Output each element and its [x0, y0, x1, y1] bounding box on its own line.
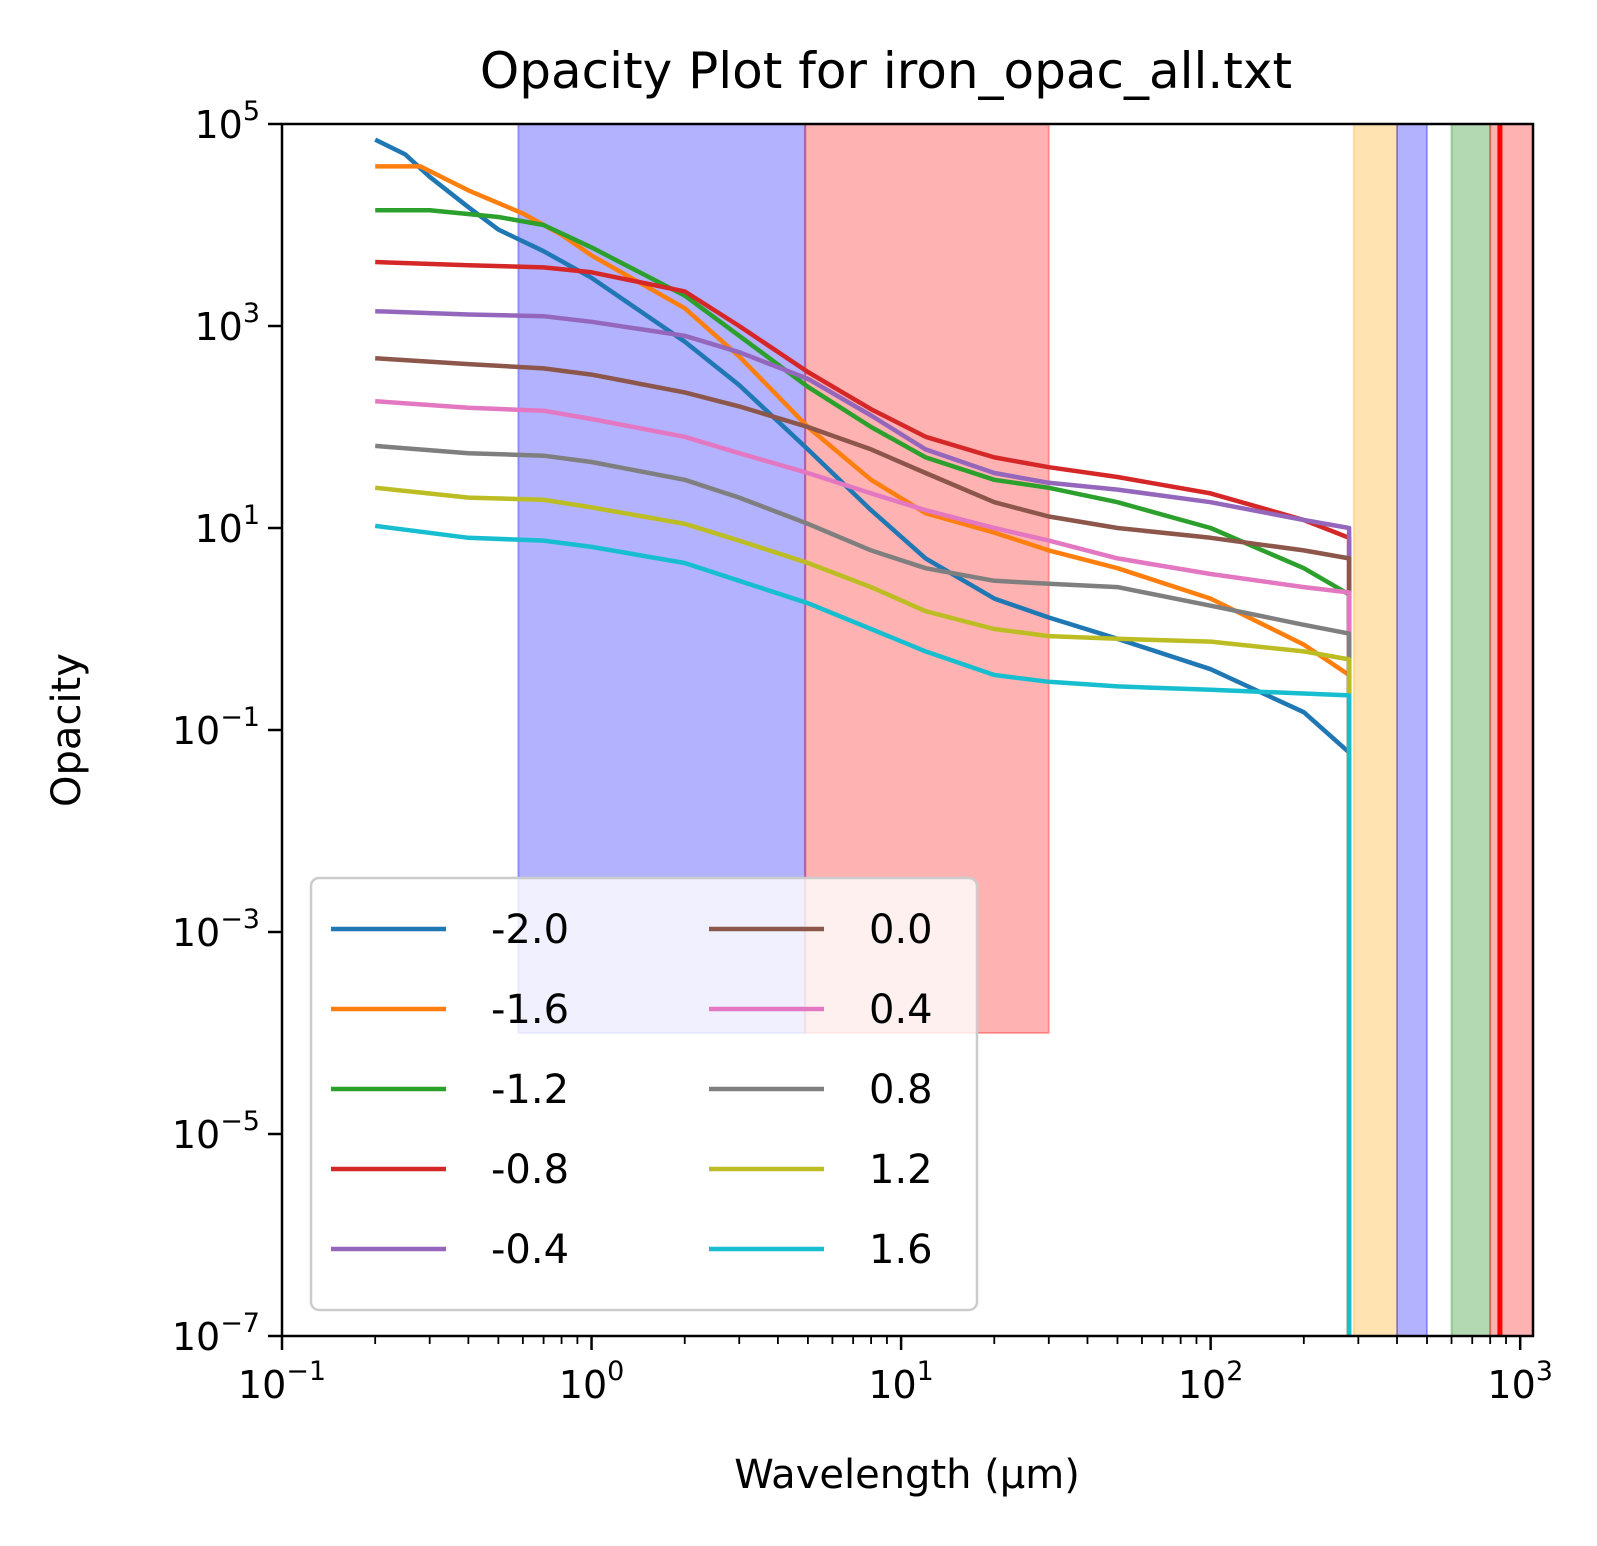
- shaded-band-4: [1396, 123, 1429, 1337]
- legend-label-6: 0.0: [869, 907, 933, 953]
- series-line-9: [374, 485, 1352, 1336]
- series-line-7: [375, 398, 1352, 1336]
- y-tick-label-7: 105: [194, 96, 260, 147]
- x-tick-label-1: 10−1: [238, 1356, 326, 1407]
- y-axis-ticks: 10−7 10−5 10−3 10−1 101 103 105: [172, 96, 282, 1359]
- x-tick-label-4: 102: [1178, 1356, 1244, 1407]
- series-lines: [374, 137, 1352, 1336]
- series-line-1: [374, 137, 1352, 1336]
- shaded-band-3: [1352, 123, 1399, 1337]
- x-tick-label-2: 100: [559, 1356, 625, 1407]
- legend-label-10: 1.6: [869, 1227, 933, 1273]
- y-axis-label: Opacity: [44, 653, 90, 807]
- legend-label-7: 0.4: [869, 987, 933, 1033]
- series-line-10: [374, 523, 1352, 1336]
- legend-label-3: -1.2: [491, 1067, 569, 1113]
- y-tick-label-5: 101: [194, 500, 260, 551]
- legend-label-9: 1.2: [869, 1147, 933, 1193]
- y-tick-label-4: 10−1: [172, 702, 260, 753]
- legend-label-8: 0.8: [869, 1067, 933, 1113]
- chart-title: Opacity Plot for iron_opac_all.txt: [480, 42, 1292, 100]
- x-tick-label-3: 101: [868, 1356, 934, 1407]
- series-line-2: [375, 164, 1352, 1336]
- shaded-band-6: [1489, 123, 1534, 1337]
- legend-label-2: -1.6: [491, 987, 569, 1033]
- legend: -2.0 -1.6 -1.2 -0.8 -0.4 0.0 0.4 0.8 1.2 1.6: [309, 876, 979, 1312]
- y-tick-label-6: 103: [194, 298, 260, 349]
- legend-label-5: -0.4: [491, 1227, 569, 1273]
- y-tick-label-3: 10−3: [172, 904, 260, 955]
- series-line-5: [375, 308, 1352, 1336]
- shaded-bands: [517, 123, 1534, 1337]
- series-line-8: [375, 443, 1352, 1336]
- y-tick-label-2: 10−5: [172, 1106, 260, 1157]
- x-tick-label-5: 103: [1487, 1356, 1553, 1407]
- legend-label-4: -0.8: [491, 1147, 569, 1193]
- shaded-band-5: [1450, 123, 1492, 1337]
- series-line-4: [375, 259, 1352, 1336]
- legend-box: [309, 876, 979, 1312]
- x-axis-ticks: 10−1 100 101 102 103: [238, 1336, 1553, 1407]
- series-line-6: [375, 355, 1352, 1336]
- y-tick-label-1: 10−7: [172, 1308, 260, 1359]
- legend-label-1: -2.0: [491, 907, 569, 953]
- x-axis-label: Wavelength (μm): [734, 1452, 1080, 1498]
